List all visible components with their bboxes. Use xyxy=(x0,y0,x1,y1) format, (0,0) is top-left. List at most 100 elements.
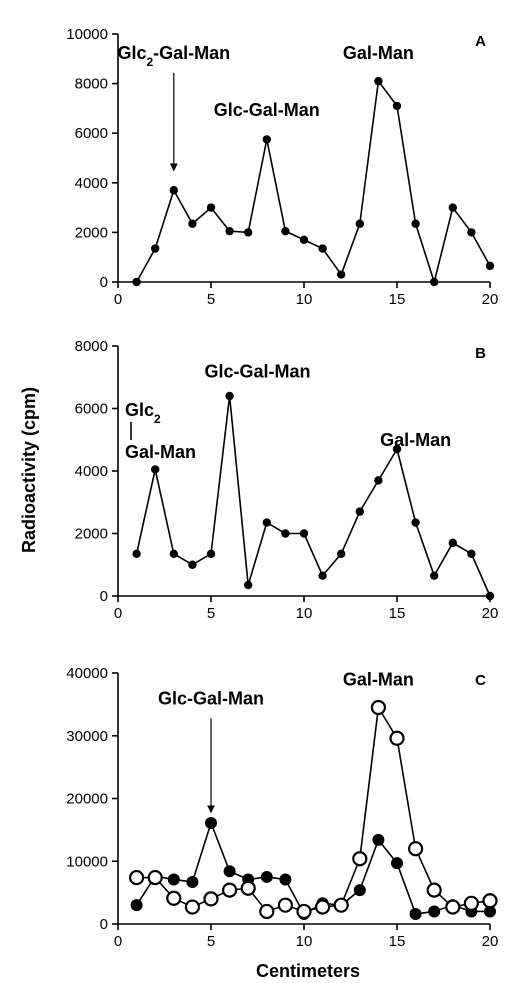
annotation-label: Glc-Gal-Man xyxy=(204,361,310,381)
data-point xyxy=(299,529,309,538)
panel-letter: B xyxy=(475,345,486,362)
y-tick-label: 40000 xyxy=(66,665,108,682)
x-axis-title: Centimeters xyxy=(256,961,360,981)
data-point xyxy=(130,899,143,912)
data-point xyxy=(188,560,197,569)
data-point xyxy=(484,905,496,918)
data-point xyxy=(169,186,178,195)
x-tick-label: 0 xyxy=(114,291,122,308)
annotation-label: Gal-Man xyxy=(380,430,451,450)
panel-letter: A xyxy=(475,33,486,50)
annotation-label: Gal-Man xyxy=(343,670,414,690)
annotation-label: Glc2 xyxy=(125,400,161,426)
x-tick-label: 5 xyxy=(207,605,215,622)
data-point xyxy=(392,101,402,111)
data-point xyxy=(318,571,327,580)
data-point-open xyxy=(166,890,182,906)
data-point-open xyxy=(352,851,368,867)
data-point xyxy=(188,219,197,228)
data-point-open xyxy=(129,869,145,886)
y-axis-title: Radioactivity (cpm) xyxy=(19,387,39,553)
data-point-open xyxy=(482,893,498,909)
x-tick-label: 10 xyxy=(296,605,313,622)
data-point xyxy=(430,277,439,287)
y-tick-label: 0 xyxy=(100,274,108,291)
x-tick-label: 0 xyxy=(114,933,122,950)
annotation-label: Gal-Man xyxy=(125,442,196,462)
data-point xyxy=(132,277,141,287)
data-point xyxy=(244,228,253,237)
x-tick-label: 15 xyxy=(389,291,406,308)
data-point xyxy=(411,219,420,228)
annotation-label: Glc-Gal-Man xyxy=(214,100,320,120)
y-tick-label: 2000 xyxy=(75,526,108,543)
x-tick-label: 10 xyxy=(296,291,313,308)
data-point-open xyxy=(296,903,312,920)
data-point xyxy=(355,507,364,516)
data-point xyxy=(151,465,160,474)
data-point-open xyxy=(315,899,331,915)
panel-b: 0 2000 4000 6000 8000 0 5 10 15 20 B Glc-Gal-Man Glc… xyxy=(75,338,499,622)
annotation-label: Gal-Man xyxy=(343,43,414,63)
y-tick-label: 8000 xyxy=(75,338,108,355)
data-point xyxy=(411,518,420,527)
data-point xyxy=(374,476,383,485)
data-point xyxy=(281,529,290,538)
data-point xyxy=(225,226,234,236)
x-tick-label: 5 xyxy=(207,933,215,950)
data-point-open xyxy=(184,899,200,915)
data-point xyxy=(485,261,495,271)
x-tick-label: 15 xyxy=(389,605,406,622)
y-tick-label: 20000 xyxy=(66,791,108,808)
y-tick-label: 10000 xyxy=(66,26,108,43)
annotation-label: Glc-Gal-Man xyxy=(158,688,264,708)
y-tick-label: 30000 xyxy=(66,728,108,745)
panel-a: 0 2000 4000 6000 8000 10000 0 5 10 15 20 A Glc2-Gal-… xyxy=(66,26,498,308)
y-tick-label: 8000 xyxy=(75,76,108,93)
data-point xyxy=(244,580,253,590)
data-point-open xyxy=(389,730,405,746)
data-point xyxy=(485,591,495,601)
data-point xyxy=(318,244,327,253)
data-point-open xyxy=(445,899,461,915)
x-tick-label: 5 xyxy=(207,291,215,308)
data-point-open xyxy=(277,897,293,913)
data-point-open xyxy=(408,841,424,857)
data-point-open xyxy=(426,882,442,898)
data-point xyxy=(448,538,457,548)
data-point xyxy=(355,219,364,228)
data-point xyxy=(337,549,346,559)
y-tick-label: 0 xyxy=(100,588,108,605)
data-point-open xyxy=(147,869,163,886)
data-point xyxy=(430,571,439,580)
x-tick-label: 20 xyxy=(482,933,499,950)
data-point-open xyxy=(203,891,219,907)
y-tick-label: 0 xyxy=(100,916,108,933)
data-point xyxy=(337,270,346,279)
data-point xyxy=(262,135,271,144)
y-tick-label: 2000 xyxy=(75,224,108,241)
data-point xyxy=(353,884,366,897)
data-point xyxy=(167,873,180,886)
data-point xyxy=(225,391,234,401)
data-point xyxy=(448,203,457,212)
data-point xyxy=(299,235,309,245)
data-point xyxy=(186,875,199,888)
y-tick-label: 6000 xyxy=(75,401,108,418)
annotation-label: Glc2-Gal-Man xyxy=(117,43,230,69)
x-tick-label: 0 xyxy=(114,605,122,622)
y-tick-label: 10000 xyxy=(66,853,108,870)
panel-letter: C xyxy=(475,672,486,689)
data-point-open xyxy=(259,903,275,920)
data-point xyxy=(374,76,383,86)
x-tick-label: 10 xyxy=(296,933,313,950)
data-point xyxy=(260,870,273,883)
x-tick-label: 15 xyxy=(389,933,406,950)
data-point xyxy=(392,444,402,454)
data-point xyxy=(467,549,476,559)
y-tick-label: 6000 xyxy=(75,125,108,142)
data-point xyxy=(279,873,292,886)
x-tick-label: 20 xyxy=(482,605,499,622)
data-point xyxy=(372,833,385,846)
